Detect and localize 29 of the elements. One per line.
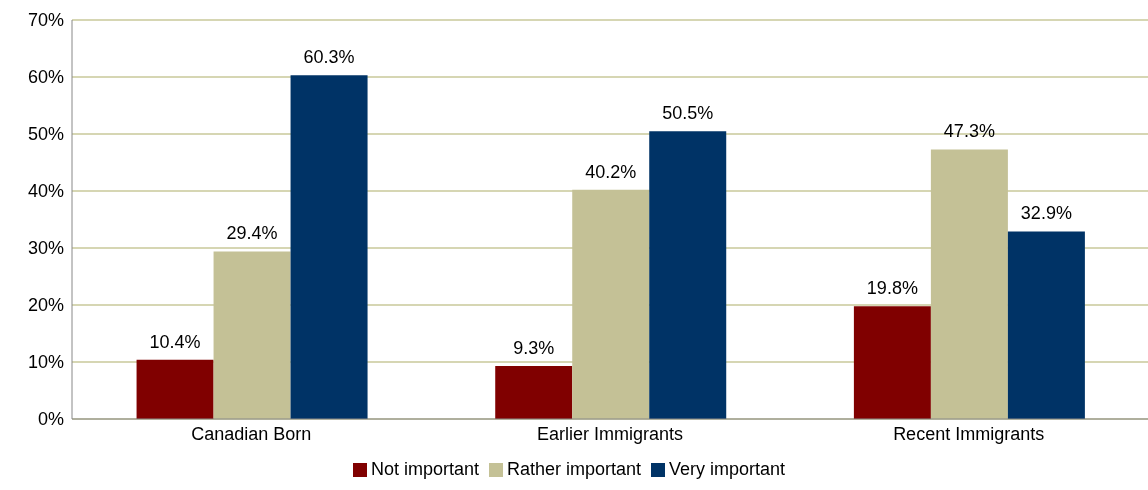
data-label: 47.3% bbox=[943, 121, 995, 142]
y-tick-label: 10% bbox=[27, 352, 64, 373]
bar bbox=[136, 359, 214, 419]
y-tick-label: 70% bbox=[27, 10, 64, 31]
y-tick-label: 0% bbox=[37, 409, 64, 430]
bar bbox=[1007, 231, 1085, 419]
data-label: 40.2% bbox=[585, 161, 637, 182]
legend-label: Not important bbox=[370, 459, 479, 479]
y-tick-label: 50% bbox=[27, 124, 64, 145]
data-label: 29.4% bbox=[226, 223, 278, 244]
data-label: 50.5% bbox=[662, 103, 714, 124]
y-tick-label: 30% bbox=[27, 238, 64, 259]
data-label: 32.9% bbox=[1020, 203, 1072, 224]
y-tick-label: 60% bbox=[27, 67, 64, 88]
data-label: 60.3% bbox=[303, 47, 355, 68]
y-tick-label: 20% bbox=[27, 295, 64, 316]
bar bbox=[649, 131, 727, 419]
data-label: 9.3% bbox=[513, 337, 555, 358]
x-tick-label: Recent Immigrants bbox=[893, 423, 1045, 444]
x-tick-label: Canadian Born bbox=[191, 423, 312, 444]
bar bbox=[495, 365, 573, 419]
bar bbox=[290, 75, 368, 419]
bar bbox=[853, 306, 931, 419]
y-tick-label: 40% bbox=[27, 181, 64, 202]
x-tick-label: Earlier Immigrants bbox=[536, 423, 684, 444]
legend-label: Rather important bbox=[506, 459, 642, 479]
data-label: 10.4% bbox=[149, 331, 201, 352]
legend-label: Very important bbox=[669, 459, 786, 479]
data-label: 19.8% bbox=[866, 278, 918, 299]
